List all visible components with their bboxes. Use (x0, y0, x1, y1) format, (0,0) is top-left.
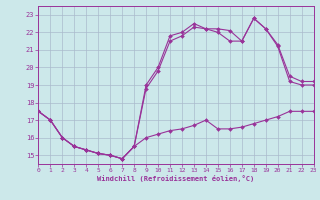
X-axis label: Windchill (Refroidissement éolien,°C): Windchill (Refroidissement éolien,°C) (97, 175, 255, 182)
